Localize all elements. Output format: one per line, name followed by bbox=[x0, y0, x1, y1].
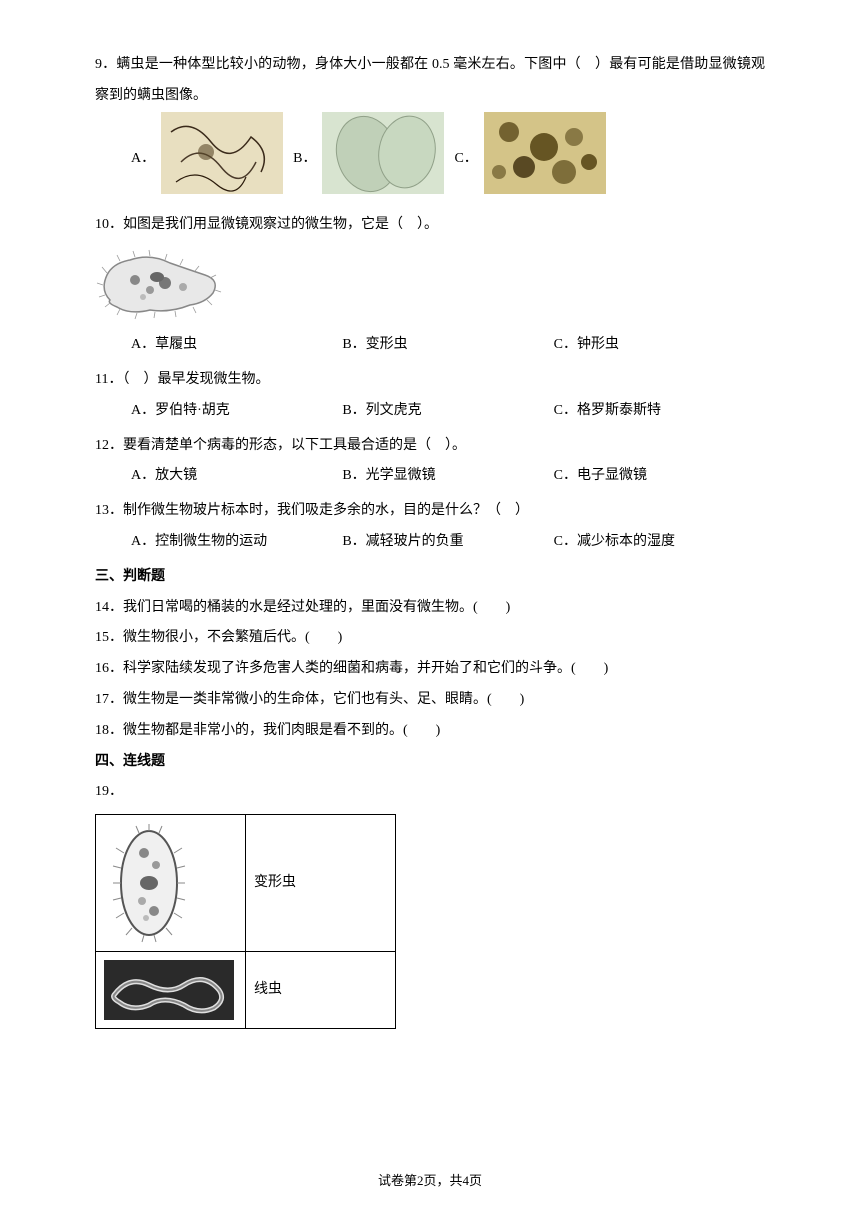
table-cell-paramecium-image bbox=[96, 815, 246, 952]
q9-option-c: C． bbox=[454, 112, 605, 207]
q19-text: 19． bbox=[95, 777, 765, 808]
q9-opt-a-label: A． bbox=[131, 144, 155, 175]
q9-image-a bbox=[161, 112, 283, 207]
q11-options: A．罗伯特·胡克 B．列文虎克 C．格罗斯泰斯特 bbox=[131, 396, 765, 427]
q9-image-c bbox=[484, 112, 606, 207]
q12-opt-a: A．放大镜 bbox=[131, 461, 342, 492]
table-cell-worm-image bbox=[96, 952, 246, 1029]
q13-text: 13．制作微生物玻片标本时，我们吸走多余的水，目的是什么？（ ） bbox=[95, 496, 765, 527]
q11-text: 11．（ ）最早发现微生物。 bbox=[95, 365, 765, 396]
q13-opt-a: A．控制微生物的运动 bbox=[131, 527, 342, 558]
table-cell-label-1: 变形虫 bbox=[246, 815, 396, 952]
q10-options: A．草履虫 B．变形虫 C．钟形虫 bbox=[131, 330, 765, 361]
q9-image-b bbox=[322, 112, 444, 207]
matching-table: 变形虫 线虫 bbox=[95, 814, 396, 1029]
q12-opt-b: B．光学显微镜 bbox=[342, 461, 553, 492]
question-13: 13．制作微生物玻片标本时，我们吸走多余的水，目的是什么？（ ） A．控制微生物… bbox=[95, 496, 765, 558]
q16-text: 16．科学家陆续发现了许多危害人类的细菌和病毒，并开始了和它们的斗争。( ) bbox=[95, 654, 765, 685]
q9-opt-b-label: B． bbox=[293, 144, 316, 175]
q13-opt-b: B．减轻玻片的负重 bbox=[342, 527, 553, 558]
q9-options: A． B． bbox=[131, 112, 765, 207]
table-cell-label-2: 线虫 bbox=[246, 952, 396, 1029]
table-row: 线虫 bbox=[96, 952, 396, 1029]
q17-text: 17．微生物是一类非常微小的生命体，它们也有头、足、眼睛。( ) bbox=[95, 685, 765, 716]
question-9: 9．螨虫是一种体型比较小的动物，身体大小一般都在 0.5 毫米左右。下图中（ ）… bbox=[95, 50, 765, 206]
q11-opt-a: A．罗伯特·胡克 bbox=[131, 396, 342, 427]
q12-text: 12．要看清楚单个病毒的形态，以下工具最合适的是（ ）。 bbox=[95, 431, 765, 462]
q12-opt-c: C．电子显微镜 bbox=[554, 461, 765, 492]
question-12: 12．要看清楚单个病毒的形态，以下工具最合适的是（ ）。 A．放大镜 B．光学显… bbox=[95, 431, 765, 493]
q15-text: 15．微生物很小，不会繁殖后代。( ) bbox=[95, 623, 765, 654]
page-footer: 试卷第2页，共4页 bbox=[0, 1167, 860, 1196]
q9-option-b: B． bbox=[293, 112, 444, 207]
section-4-title: 四、连线题 bbox=[95, 747, 765, 778]
q11-opt-c: C．格罗斯泰斯特 bbox=[554, 396, 765, 427]
q14-text: 14．我们日常喝的桶装的水是经过处理的，里面没有微生物。( ) bbox=[95, 593, 765, 624]
q13-options: A．控制微生物的运动 B．减轻玻片的负重 C．减少标本的湿度 bbox=[131, 527, 765, 558]
question-10: 10．如图是我们用显微镜观察过的微生物，它是（ ）。 bbox=[95, 210, 765, 361]
q12-options: A．放大镜 B．光学显微镜 C．电子显微镜 bbox=[131, 461, 765, 492]
q9-opt-c-label: C． bbox=[454, 144, 477, 175]
q10-opt-c: C．钟形虫 bbox=[554, 330, 765, 361]
q13-opt-c: C．减少标本的湿度 bbox=[554, 527, 765, 558]
section-3-title: 三、判断题 bbox=[95, 562, 765, 593]
q10-text: 10．如图是我们用显微镜观察过的微生物，它是（ ）。 bbox=[95, 210, 765, 241]
table-row: 变形虫 bbox=[96, 815, 396, 952]
q9-text: 9．螨虫是一种体型比较小的动物，身体大小一般都在 0.5 毫米左右。下图中（ ）… bbox=[95, 50, 765, 112]
q10-opt-a: A．草履虫 bbox=[131, 330, 342, 361]
q10-amoeba-image bbox=[95, 245, 225, 330]
question-11: 11．（ ）最早发现微生物。 A．罗伯特·胡克 B．列文虎克 C．格罗斯泰斯特 bbox=[95, 365, 765, 427]
q18-text: 18．微生物都是非常小的，我们肉眼是看不到的。( ) bbox=[95, 716, 765, 747]
q9-option-a: A． bbox=[131, 112, 283, 207]
q10-opt-b: B．变形虫 bbox=[342, 330, 553, 361]
q11-opt-b: B．列文虎克 bbox=[342, 396, 553, 427]
